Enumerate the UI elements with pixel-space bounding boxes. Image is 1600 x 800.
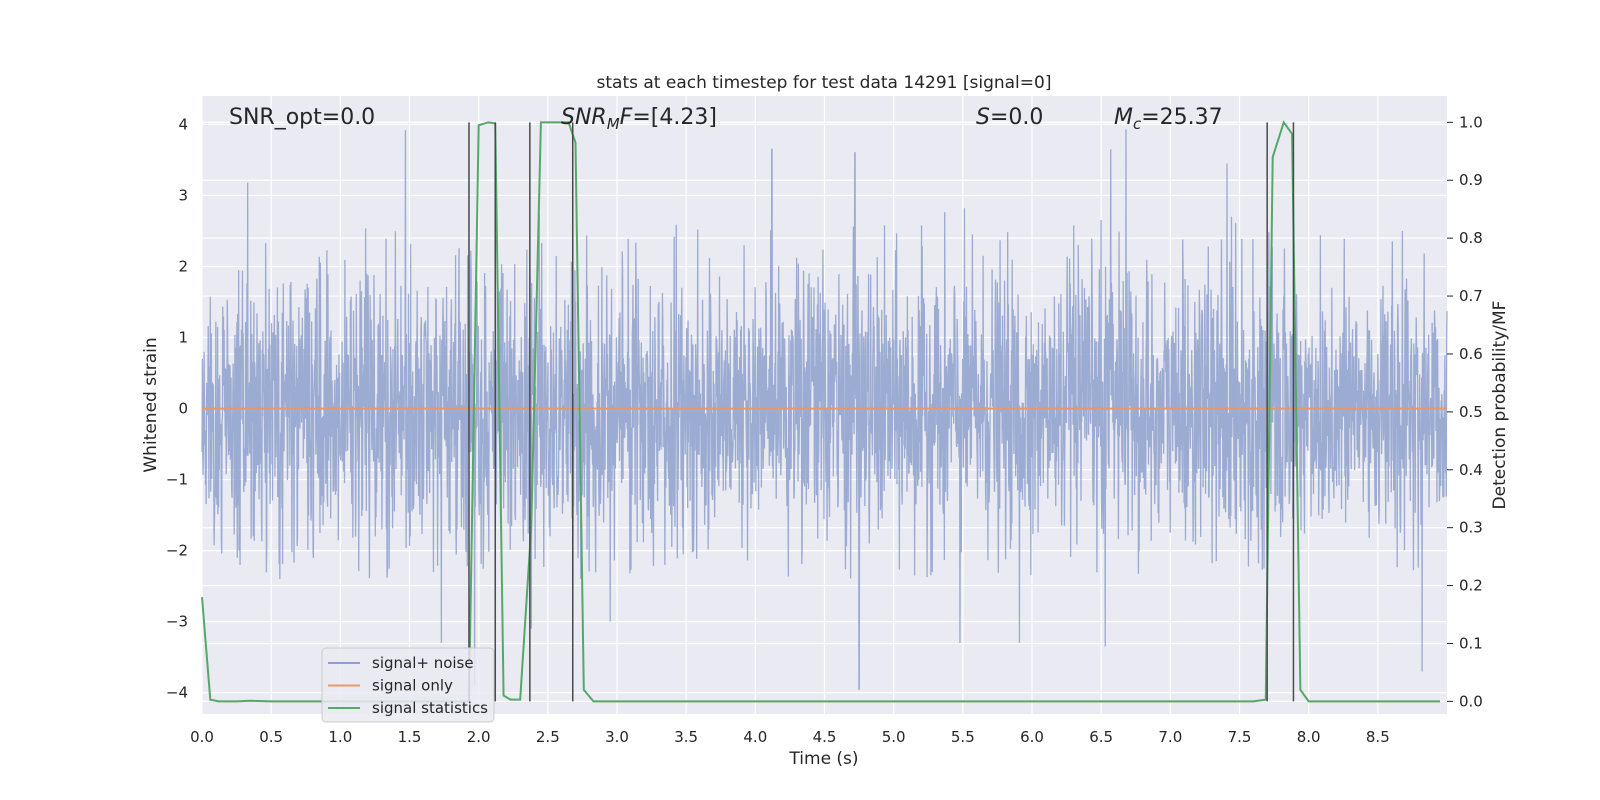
chart-title: stats at each timestep for test data 142… — [597, 73, 1052, 93]
x-tick-label: 7.0 — [1158, 728, 1182, 746]
x-tick-label: 3.0 — [605, 728, 629, 746]
y2-tick-label: 0.8 — [1459, 229, 1483, 247]
noise-series-layer — [201, 129, 1448, 690]
y2-tick-label: 1.0 — [1459, 113, 1483, 131]
series-line-signal-noise — [201, 129, 1448, 690]
x-tick-label: 7.5 — [1228, 728, 1252, 746]
y-tick-label: −3 — [166, 613, 188, 631]
y2-tick-label: 0.3 — [1459, 519, 1483, 537]
y2-axis-label: Detection probability/MF — [1490, 301, 1510, 510]
legend-label: signal only — [372, 677, 453, 695]
annotation-part: M — [607, 115, 620, 133]
y-tick-label: 2 — [178, 257, 188, 275]
y2-tick-label: 0.1 — [1459, 634, 1483, 652]
y-tick-label: 1 — [178, 329, 188, 347]
y-tick-label: −4 — [166, 684, 188, 702]
x-tick-label: 5.5 — [951, 728, 975, 746]
annotation-part: =0.0 — [990, 105, 1043, 130]
legend: signal+ noise signal only signal statistic… — [321, 647, 495, 723]
x-tick-label: 5.0 — [882, 728, 906, 746]
y-tick-label: 0 — [178, 400, 188, 418]
y-tick-label: 4 — [178, 115, 188, 133]
annotation-snr-opt: SNR_opt=0.0 — [229, 105, 375, 130]
y2-tick-label: 0.6 — [1459, 345, 1483, 363]
x-tick-label: 4.0 — [743, 728, 767, 746]
annotation-part: SNR — [561, 105, 607, 130]
annotation-snr-mf: SNRMF=[4.23] — [561, 105, 717, 133]
x-tick-label: 1.0 — [328, 728, 352, 746]
y2-tick-label: 0.0 — [1459, 692, 1483, 710]
x-tick-label: 0.0 — [190, 728, 214, 746]
x-tick-label: 8.0 — [1297, 728, 1321, 746]
annotation-part: S — [976, 105, 990, 130]
annotation-part: =[4.23] — [632, 105, 717, 130]
y-axis-label: Whitened strain — [141, 337, 161, 472]
x-tick-label: 8.5 — [1366, 728, 1390, 746]
x-tick-label: 3.5 — [674, 728, 698, 746]
x-tick-label: 2.0 — [467, 728, 491, 746]
x-axis-label: Time (s) — [788, 749, 858, 769]
y-tick-label: −1 — [166, 471, 188, 489]
y2-tick-label: 0.9 — [1459, 171, 1483, 189]
legend-box — [321, 647, 495, 723]
annotation-part: SNR_opt=0.0 — [229, 105, 375, 130]
y2-tick-label: 0.5 — [1459, 403, 1483, 421]
x-tick-label: 2.5 — [536, 728, 560, 746]
x-tick-label: 6.0 — [1020, 728, 1044, 746]
annotations-layer: SNR_opt=0.0 SNRMF=[4.23] S=0.0 Mc=25.37 — [229, 105, 1223, 133]
x-tick-label: 1.5 — [398, 728, 422, 746]
vertical-lines-layer — [468, 122, 1295, 702]
annotation-part: F — [620, 105, 633, 130]
annotation-part: M — [1114, 105, 1133, 130]
x-tick-label: 0.5 — [259, 728, 283, 746]
legend-label: signal+ noise — [372, 654, 474, 672]
legend-label: signal statistics — [372, 699, 488, 717]
annotation-part: =25.37 — [1141, 105, 1222, 130]
y-tick-label: −2 — [166, 542, 188, 560]
x-tick-label: 4.5 — [813, 728, 837, 746]
x-tick-label: 6.5 — [1089, 728, 1113, 746]
annotation-s: S=0.0 — [976, 105, 1043, 130]
annotation-part: c — [1133, 115, 1142, 133]
y2-tick-label: 0.4 — [1459, 461, 1483, 479]
tick-labels-layer: 0.0 0.5 1.0 1.5 2.0 2.5 3.0 3.5 4.0 4.5 5.0 5.5 6.0 6… — [166, 113, 1483, 746]
y-tick-label: 3 — [178, 186, 188, 204]
annotation-mc: Mc=25.37 — [1114, 105, 1223, 133]
y2-tick-label: 0.2 — [1459, 577, 1483, 595]
y2-tick-label: 0.7 — [1459, 287, 1483, 305]
